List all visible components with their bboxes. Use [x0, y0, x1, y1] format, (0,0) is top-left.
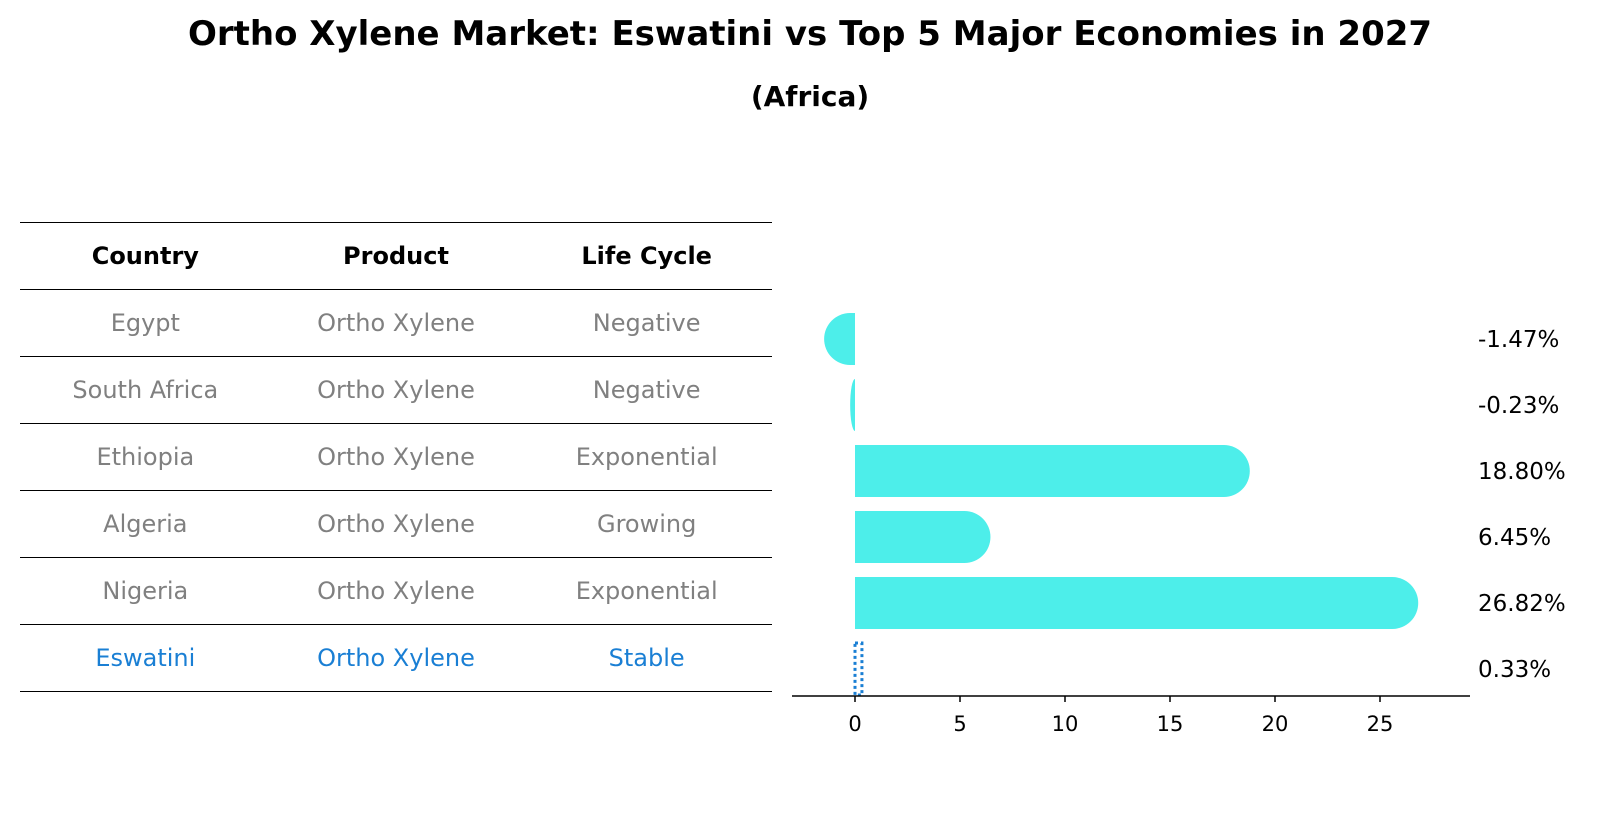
cell-country: Egypt	[20, 289, 271, 357]
bar-value-label: -1.47%	[1478, 327, 1559, 353]
cell-product: Ortho Xylene	[270, 289, 522, 357]
bar	[855, 511, 991, 563]
header-life-cycle: Life Cycle	[521, 222, 772, 290]
cell-product: Ortho Xylene	[270, 557, 522, 625]
chart-subtitle: (Africa)	[750, 80, 870, 113]
cell-life-cycle: Exponential	[521, 557, 772, 625]
bar	[855, 445, 1250, 497]
bar-highlight	[853, 641, 864, 697]
bar-value-label: 6.45%	[1478, 525, 1551, 551]
bar-value-label: 0.33%	[1478, 657, 1551, 683]
cell-country: Nigeria	[20, 557, 271, 625]
cell-product: Ortho Xylene	[270, 624, 522, 692]
x-tick-label: 0	[848, 712, 861, 736]
table-row-highlight: Eswatini Ortho Xylene Stable	[20, 624, 772, 692]
table-row: Algeria Ortho Xylene Growing	[20, 490, 772, 558]
data-table: Country Product Life Cycle Egypt Ortho X…	[20, 222, 772, 692]
bar-value-label: 26.82%	[1478, 591, 1566, 617]
cell-country: Algeria	[20, 490, 271, 558]
x-tick-label: 5	[953, 712, 966, 736]
table-row: South Africa Ortho Xylene Negative	[20, 356, 772, 424]
table-row: Ethiopia Ortho Xylene Exponential	[20, 423, 772, 491]
x-tick-label: 10	[1052, 712, 1079, 736]
cell-life-cycle: Growing	[521, 490, 772, 558]
x-tick-label: 15	[1157, 712, 1184, 736]
x-tick-label: 25	[1367, 712, 1394, 736]
cell-country: South Africa	[20, 356, 271, 424]
bar-value-label: 18.80%	[1478, 459, 1566, 485]
table-row: Nigeria Ortho Xylene Exponential	[20, 557, 772, 625]
cell-product: Ortho Xylene	[270, 423, 522, 491]
header-country: Country	[20, 222, 271, 290]
bar	[824, 313, 855, 365]
cell-product: Ortho Xylene	[270, 490, 522, 558]
table-row: Egypt Ortho Xylene Negative	[20, 289, 772, 357]
cell-life-cycle: Stable	[521, 624, 772, 692]
table-header-row: Country Product Life Cycle	[20, 222, 772, 290]
x-tick-label: 20	[1262, 712, 1289, 736]
chart-title: Ortho Xylene Market: Eswatini vs Top 5 M…	[187, 14, 1433, 54]
cell-product: Ortho Xylene	[270, 356, 522, 424]
cell-country: Ethiopia	[20, 423, 271, 491]
cell-life-cycle: Negative	[521, 289, 772, 357]
cell-life-cycle: Exponential	[521, 423, 772, 491]
header-product: Product	[270, 222, 522, 290]
bar	[855, 577, 1419, 629]
cell-life-cycle: Negative	[521, 356, 772, 424]
bar	[850, 379, 855, 431]
cell-country: Eswatini	[20, 624, 271, 692]
bar-value-label: -0.23%	[1478, 393, 1559, 419]
